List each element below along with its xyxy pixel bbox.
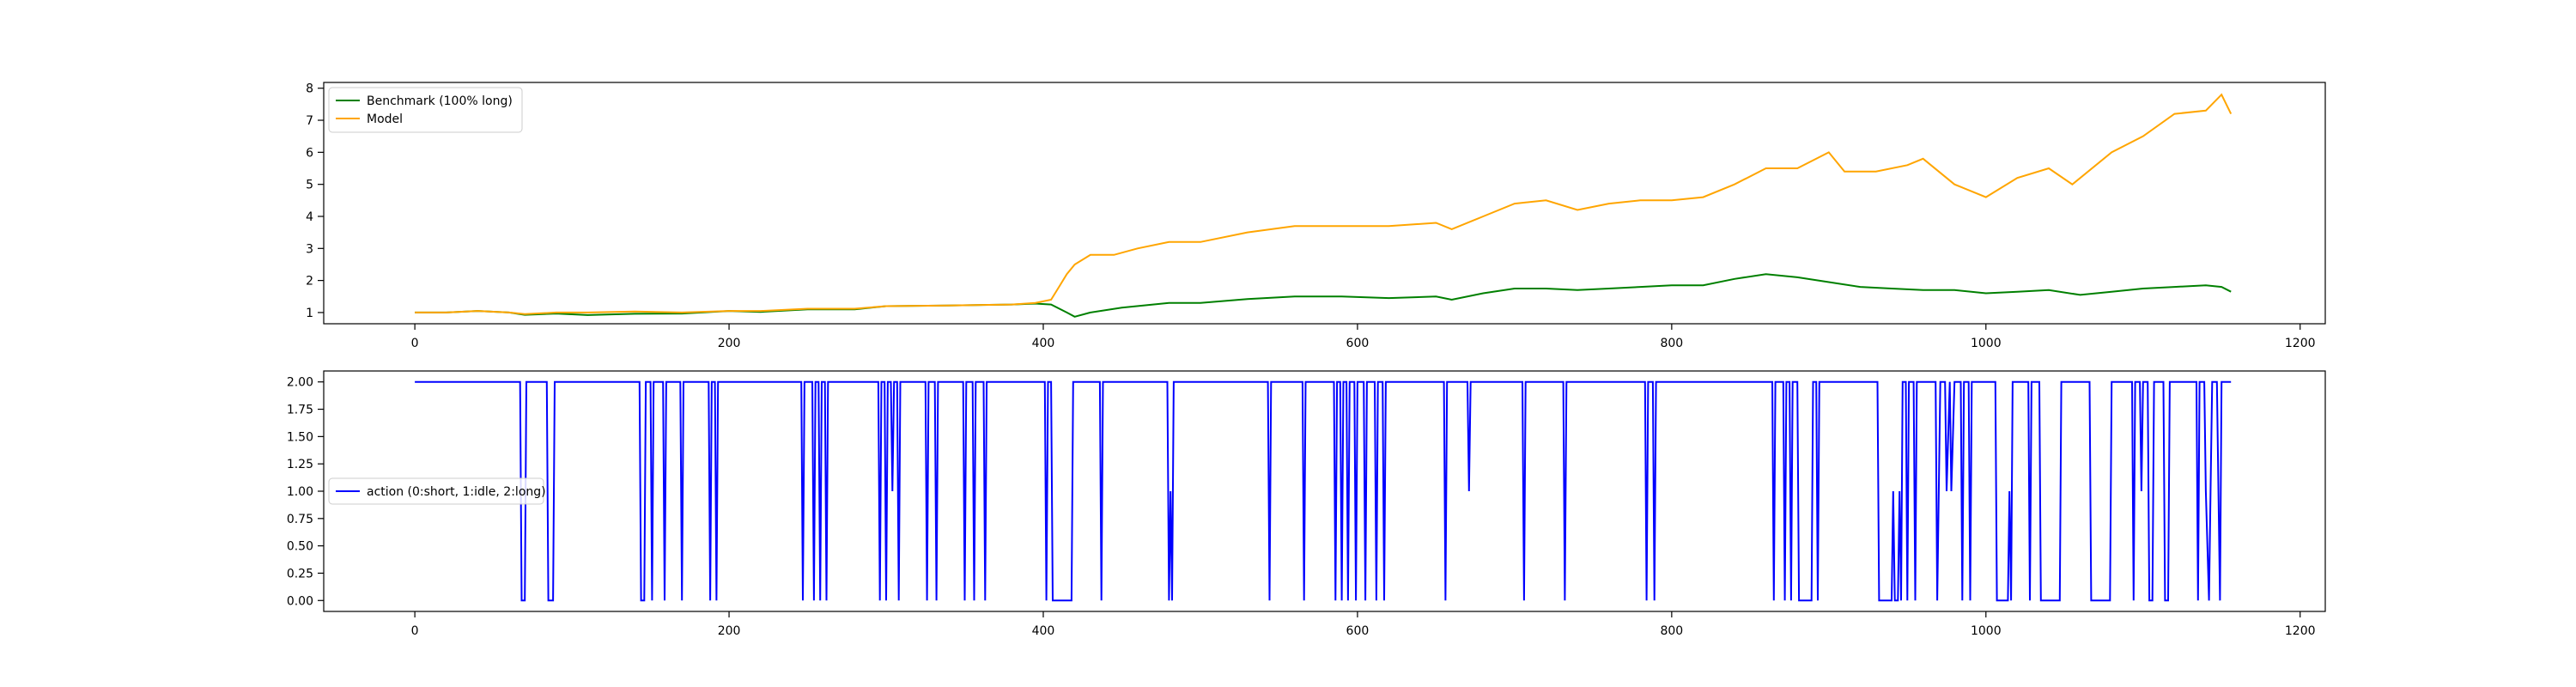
bottom-y-tick-label: 0.75 <box>287 513 313 526</box>
top-x-tick-label: 1200 <box>2285 337 2316 350</box>
action-chart: 0 200 400 600 800 1000 1200 0.00 0.25 0.50 0.75 1.0… <box>287 370 2326 638</box>
bottom-legend: action (0:short, 1:idle, 2:long) <box>328 477 546 505</box>
bottom-y-tick-label: 1.00 <box>287 485 313 499</box>
top-legend-box <box>328 87 523 133</box>
bottom-x-tick-label: 600 <box>1346 624 1370 638</box>
bottom-x-tick-label: 0 <box>411 624 419 638</box>
top-x-tick-label: 800 <box>1660 337 1683 350</box>
bottom-y-tick-label: 2.00 <box>287 376 313 390</box>
bottom-x-tick-label: 200 <box>718 624 741 638</box>
top-y-tick-label: 6 <box>306 146 313 160</box>
top-ticks-group: 0 200 400 600 800 1000 1200 1 2 3 4 5 6 7 8 <box>306 82 2315 350</box>
bottom-y-tick-label: 1.50 <box>287 430 313 444</box>
bottom-y-tick-label: 1.75 <box>287 404 313 417</box>
bottom-x-tick-label: 800 <box>1660 624 1683 638</box>
benchmark-vs-model-chart: 0 200 400 600 800 1000 1200 1 2 3 4 5 6 7 8 Benchmark … <box>306 82 2326 350</box>
bottom-x-tick-label: 1000 <box>1971 624 2002 638</box>
bottom-series-group <box>415 380 2232 602</box>
top-y-tick-label: 4 <box>306 210 313 224</box>
bottom-ticks-group: 0 200 400 600 800 1000 1200 0.00 0.25 0.50 0.75 1.0… <box>287 376 2316 638</box>
top-legend-label-0: Benchmark (100% long) <box>367 94 513 108</box>
bottom-y-tick-label: 1.25 <box>287 458 313 471</box>
top-y-tick-label: 2 <box>306 275 313 289</box>
top-legend: Benchmark (100% long) Model <box>328 87 523 133</box>
top-series-line-1 <box>415 93 2233 315</box>
bottom-legend-box <box>328 477 544 505</box>
bottom-x-tick-label: 1200 <box>2285 624 2316 638</box>
top-x-tick-label: 200 <box>718 337 741 350</box>
top-y-tick-label: 8 <box>306 82 313 96</box>
bottom-y-tick-label: 0.00 <box>287 594 313 608</box>
bottom-legend-label-0: action (0:short, 1:idle, 2:long) <box>367 485 546 499</box>
top-y-tick-label: 7 <box>306 114 313 128</box>
bottom-y-tick-label: 0.25 <box>287 567 313 581</box>
top-y-tick-label: 3 <box>306 242 313 256</box>
top-x-tick-label: 1000 <box>1971 337 2002 350</box>
top-x-tick-label: 400 <box>1032 337 1055 350</box>
bottom-y-tick-label: 0.50 <box>287 540 313 554</box>
top-series-group <box>415 93 2233 318</box>
top-x-tick-label: 600 <box>1346 337 1370 350</box>
top-plot-frame <box>323 82 2326 325</box>
top-x-tick-label: 0 <box>411 337 419 350</box>
top-y-tick-label: 1 <box>306 307 313 320</box>
bottom-x-tick-label: 400 <box>1032 624 1055 638</box>
bottom-series-line-0 <box>415 380 2232 602</box>
top-y-tick-label: 5 <box>306 179 313 192</box>
top-legend-label-1: Model <box>367 112 403 126</box>
